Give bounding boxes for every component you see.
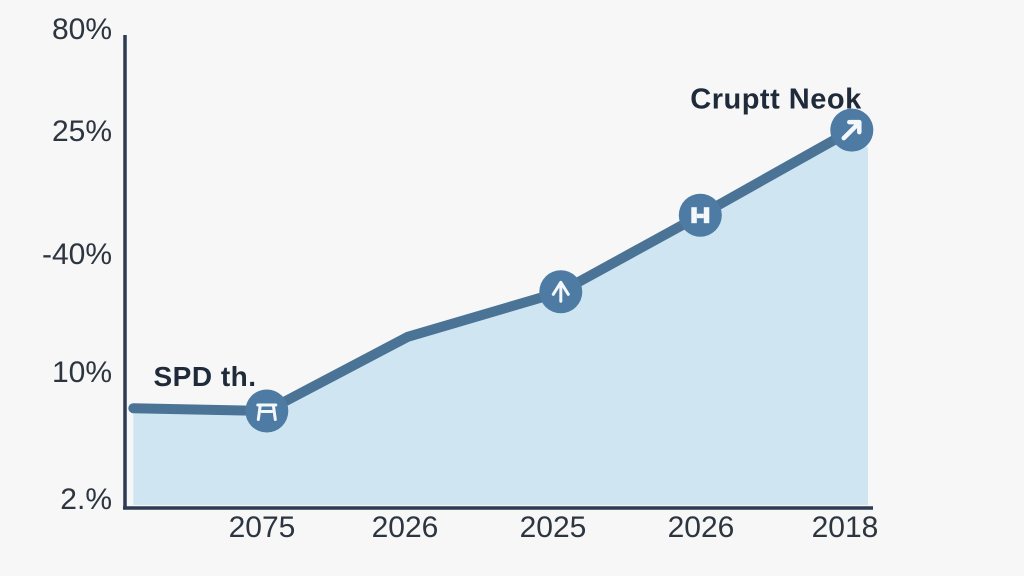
arrow-up-icon	[551, 280, 570, 296]
x-tick-label: 2025	[519, 511, 587, 544]
building-icon	[691, 207, 697, 224]
area-fill	[133, 130, 869, 505]
y-tick-label: -40%	[41, 238, 112, 271]
y-tick-label: 80%	[51, 13, 112, 46]
annotation-cruptt-neok: Cruptt Neok	[690, 83, 862, 116]
x-tick-label: 2018	[811, 511, 879, 544]
arch-icon	[271, 403, 277, 421]
data-point-marker	[830, 108, 874, 152]
data-point-marker	[678, 193, 722, 237]
building-icon	[696, 213, 704, 219]
data-point-marker	[245, 389, 289, 433]
x-tick-label: 2075	[228, 511, 296, 544]
building-icon	[703, 207, 710, 224]
y-tick-label: 10%	[51, 356, 112, 389]
arrow-up-right-icon	[841, 123, 859, 141]
y-tick-label: 25%	[51, 115, 112, 148]
data-point-marker	[539, 270, 583, 314]
arrow-up-right-icon	[847, 119, 862, 135]
trend-line	[128, 125, 857, 416]
x-tick-label: 2026	[667, 511, 735, 544]
annotation-spd: SPD th.	[153, 361, 257, 392]
x-tick-label: 2026	[371, 511, 439, 544]
arch-icon	[256, 403, 262, 421]
y-tick-label: 2.%	[60, 483, 112, 516]
